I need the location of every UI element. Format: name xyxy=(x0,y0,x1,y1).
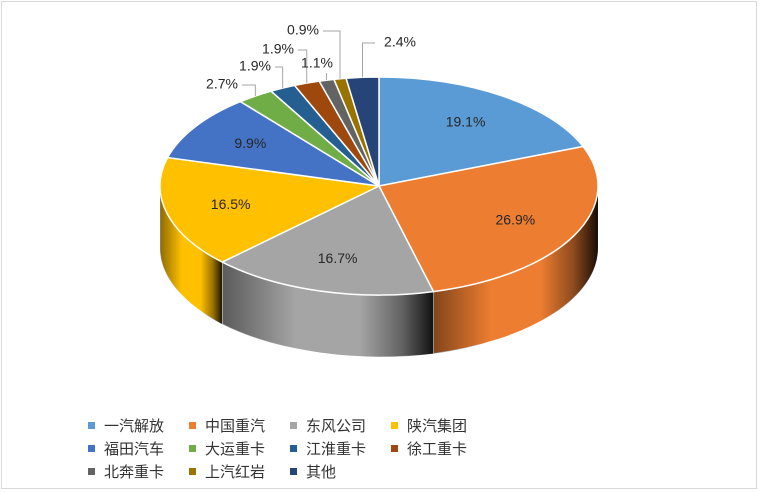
pie-slice-slice-1[interactable] xyxy=(378,145,599,293)
legend-label: 东风公司 xyxy=(306,417,367,435)
legend-label: 上汽红岩 xyxy=(205,463,266,481)
data-label-slice-5: 2.7% xyxy=(206,76,238,92)
legend-label: 北奔重卡 xyxy=(104,463,165,481)
legend-swatch xyxy=(391,445,398,452)
legend-label: 其他 xyxy=(306,463,337,481)
legend-swatch xyxy=(290,468,297,475)
legend-label: 徐工重卡 xyxy=(407,440,468,458)
data-label-slice-0: 19.1% xyxy=(446,114,486,130)
legend-label: 一汽解放 xyxy=(104,417,165,435)
data-label-slice-6: 1.9% xyxy=(239,58,271,74)
legend-item[interactable]: 江淮重卡 xyxy=(290,438,391,459)
legend-row: 福田汽车 大运重卡 江淮重卡 徐工重卡 xyxy=(88,437,508,460)
legend-item[interactable]: 福田汽车 xyxy=(88,438,189,459)
legend-item[interactable]: 陕汽集团 xyxy=(391,415,492,436)
legend-item[interactable]: 上汽红岩 xyxy=(189,461,290,482)
legend-item[interactable]: 一汽解放 xyxy=(88,415,189,436)
pie-slice-slice-3[interactable] xyxy=(159,156,380,263)
legend-item[interactable]: 大运重卡 xyxy=(189,438,290,459)
legend-label: 大运重卡 xyxy=(205,440,266,458)
legend-swatch xyxy=(88,445,95,452)
pie-slice-slice-10[interactable] xyxy=(345,76,380,187)
data-label-slice-9: 0.9% xyxy=(287,22,319,38)
legend-label: 江淮重卡 xyxy=(306,440,367,458)
data-label-slice-2: 16.7% xyxy=(318,250,358,266)
legend-swatch xyxy=(189,445,196,452)
legend-item[interactable]: 中国重汽 xyxy=(189,415,290,436)
data-label-slice-4: 9.9% xyxy=(234,135,266,151)
legend-swatch xyxy=(290,445,297,452)
legend: 一汽解放 中国重汽 东风公司 陕汽集团福田汽车 大运重卡 江淮重卡 徐工重卡北奔重卡 上汽红岩… xyxy=(88,414,508,483)
pie-slice-slice-2[interactable] xyxy=(221,185,435,296)
legend-swatch xyxy=(189,422,196,429)
data-label-slice-10: 2.4% xyxy=(384,34,416,50)
legend-swatch xyxy=(88,468,95,475)
data-label-slice-7: 1.9% xyxy=(262,41,294,57)
legend-swatch xyxy=(189,468,196,475)
legend-label: 中国重汽 xyxy=(205,417,266,435)
legend-swatch xyxy=(391,422,398,429)
side-shade-slice-3 xyxy=(160,186,223,325)
legend-item[interactable]: 东风公司 xyxy=(290,415,391,436)
legend-swatch xyxy=(88,422,95,429)
data-label-slice-1: 26.9% xyxy=(496,212,536,228)
leader-line-slice-9 xyxy=(323,30,341,79)
legend-item[interactable]: 其他 xyxy=(290,461,391,482)
leader-line-slice-5 xyxy=(242,84,256,97)
side-shade-slice-1 xyxy=(433,186,598,354)
data-label-slice-3: 16.5% xyxy=(211,196,251,212)
legend-item[interactable]: 北奔重卡 xyxy=(88,461,189,482)
legend-label: 陕汽集团 xyxy=(407,417,468,435)
legend-row: 北奔重卡 上汽红岩 其他 xyxy=(88,460,508,483)
legend-item[interactable]: 徐工重卡 xyxy=(391,438,492,459)
pie-slice-slice-0[interactable] xyxy=(378,76,584,187)
data-label-slice-8: 1.1% xyxy=(301,55,333,71)
leader-line-slice-10 xyxy=(362,42,375,78)
legend-row: 一汽解放 中国重汽 东风公司 陕汽集团 xyxy=(88,414,508,437)
legend-swatch xyxy=(290,422,297,429)
pie-slice-slice-4[interactable] xyxy=(166,100,380,187)
side-shade-slice-2 xyxy=(222,262,434,357)
legend-label: 福田汽车 xyxy=(104,440,165,458)
leader-line-slice-7 xyxy=(298,49,308,84)
leader-line-slice-6 xyxy=(275,66,284,89)
